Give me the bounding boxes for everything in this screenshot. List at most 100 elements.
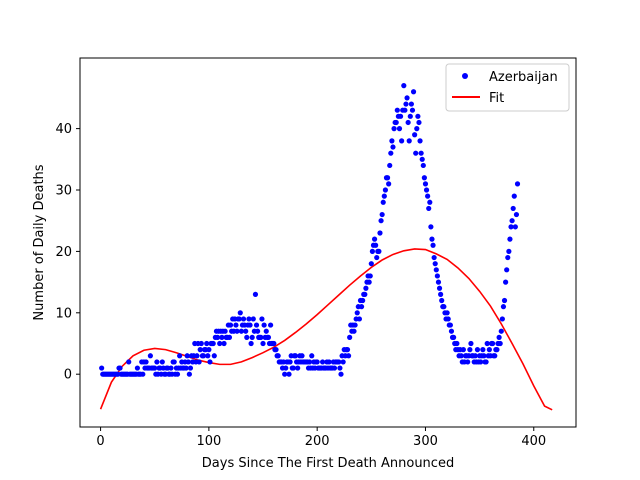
data-point [287, 359, 293, 365]
data-point [174, 371, 181, 377]
data-point [263, 328, 269, 334]
data-point [345, 353, 352, 359]
data-point [282, 371, 288, 377]
data-point [484, 340, 490, 347]
legend: Azerbaijan Fit [445, 63, 570, 112]
data-point [500, 304, 507, 310]
x-tick-label: 200 [305, 434, 330, 449]
y-tick-label: 40 [55, 122, 72, 137]
data-point [210, 340, 216, 347]
data-point [261, 322, 267, 328]
data-point [222, 328, 228, 334]
data-point [481, 353, 487, 359]
data-point [219, 334, 225, 340]
data-point [198, 340, 204, 347]
data-point [504, 267, 510, 273]
plot-frame [79, 57, 577, 428]
x-tick-label: 100 [196, 434, 221, 449]
data-point [465, 359, 471, 365]
data-point [147, 353, 153, 359]
y-tick-label: 10 [55, 306, 72, 321]
data-point [240, 316, 247, 322]
x-tick-label: 300 [413, 434, 438, 449]
fit-line [99, 248, 553, 411]
data-point [196, 359, 202, 365]
data-point [314, 359, 320, 365]
data-point [367, 273, 373, 279]
data-point [401, 83, 407, 89]
data-point [509, 218, 515, 224]
data-point [498, 328, 504, 334]
data-point [371, 236, 378, 242]
data-point [331, 365, 338, 371]
data-point [340, 359, 346, 365]
data-point [171, 359, 177, 365]
data-point [268, 322, 274, 328]
data-point [458, 353, 464, 359]
data-point [152, 365, 158, 371]
fit-layer [99, 248, 553, 411]
data-point [435, 279, 442, 285]
data-point [505, 254, 511, 261]
data-point [419, 156, 425, 162]
legend-box [445, 63, 570, 112]
y-axis: 0 10 20 30 40 [55, 122, 80, 383]
data-point [377, 230, 383, 236]
data-point [388, 150, 394, 156]
data-point [474, 347, 481, 353]
data-point [507, 236, 513, 242]
data-point [234, 328, 240, 334]
data-point [425, 193, 431, 199]
data-point [490, 340, 496, 347]
x-tick-label: 400 [521, 434, 546, 449]
data-point [221, 340, 227, 347]
data-point [227, 322, 234, 328]
data-point [200, 353, 207, 359]
data-point [255, 328, 261, 334]
data-point [427, 199, 433, 205]
data-point [309, 353, 315, 359]
data-point [253, 322, 260, 328]
data-point [154, 359, 160, 365]
data-point [408, 101, 414, 107]
data-point [373, 242, 379, 248]
data-point [252, 291, 259, 297]
data-point [510, 205, 516, 212]
data-point [404, 95, 410, 101]
data-point [185, 359, 191, 365]
data-point [396, 126, 403, 132]
data-point [431, 254, 437, 261]
data-point [436, 285, 443, 291]
data-point [441, 304, 447, 310]
y-axis-title: Number of Daily Deaths [32, 164, 47, 320]
data-point [430, 242, 436, 248]
data-point [420, 162, 426, 169]
data-point [226, 334, 233, 340]
data-point [211, 353, 217, 359]
data-point [448, 328, 455, 334]
data-point [407, 113, 413, 119]
data-point [374, 254, 380, 261]
data-point [184, 353, 190, 359]
data-point [403, 101, 409, 107]
data-point [402, 107, 408, 113]
data-point [247, 322, 253, 328]
data-point [259, 316, 265, 322]
data-point [299, 353, 305, 359]
y-tick-label: 0 [64, 368, 72, 383]
data-point [445, 316, 451, 322]
data-point [397, 113, 404, 119]
data-point [486, 347, 492, 353]
data-point [207, 359, 213, 365]
data-point [511, 193, 517, 199]
data-point [512, 224, 518, 230]
data-point [194, 353, 200, 359]
data-point [249, 334, 255, 340]
data-point [244, 334, 250, 340]
legend-marker-azerbaijan [462, 73, 468, 79]
data-point [273, 347, 279, 353]
data-point [177, 353, 183, 359]
data-point [206, 347, 212, 353]
data-point [499, 316, 505, 322]
data-point [286, 371, 292, 377]
